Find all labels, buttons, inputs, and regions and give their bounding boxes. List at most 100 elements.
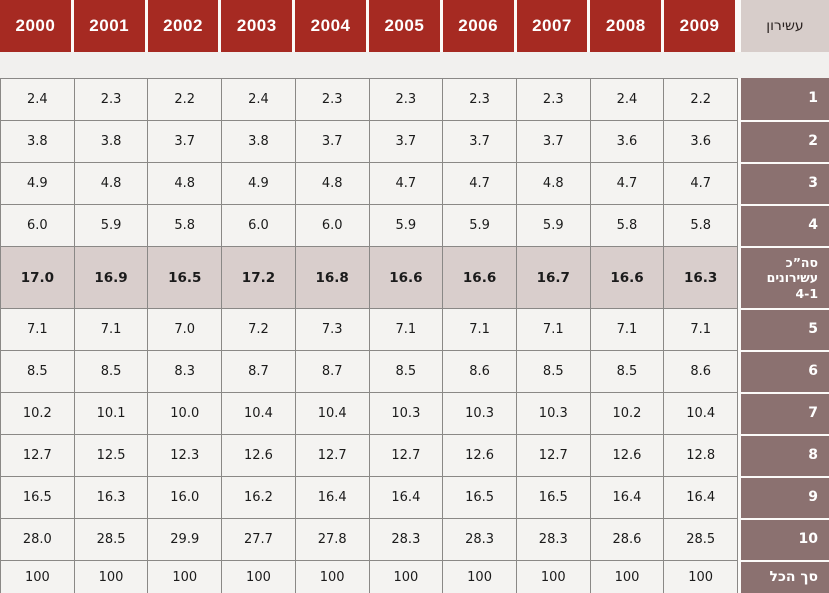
row-label: סך הכל [738, 560, 829, 593]
data-cell: 2.4 [0, 78, 74, 120]
data-cell: 4.8 [147, 162, 222, 204]
data-cell: 28.3 [368, 518, 443, 560]
data-cell: 100 [368, 560, 443, 593]
data-cell: 8.5 [368, 350, 443, 392]
data-cell: 3.8 [221, 120, 295, 162]
data-cell: 28.5 [73, 518, 148, 560]
data-cell: 2.3 [73, 78, 148, 120]
data-cell: 5.8 [663, 204, 739, 246]
data-cell: 3.8 [73, 120, 148, 162]
data-cell: 2.4 [589, 78, 664, 120]
data-cell: 4.9 [221, 162, 295, 204]
data-cell: 16.6 [442, 246, 516, 308]
data-cell: 5.9 [515, 204, 590, 246]
data-cell: 100 [221, 560, 295, 593]
data-cell: 12.7 [515, 434, 590, 476]
data-cell: 2.3 [368, 78, 443, 120]
data-cell: 6.0 [0, 204, 74, 246]
data-cell: 16.4 [589, 476, 664, 518]
data-cell: 2.3 [442, 78, 516, 120]
data-cell: 3.8 [0, 120, 74, 162]
data-cell: 4.9 [0, 162, 74, 204]
data-cell: 4.8 [73, 162, 148, 204]
data-cell: 100 [589, 560, 664, 593]
year-header-cell: 2000 [0, 0, 74, 52]
year-header-cell: 2006 [442, 0, 517, 52]
row-label: 1 [738, 78, 829, 120]
data-cell: 12.6 [442, 434, 516, 476]
data-cell: 3.7 [515, 120, 590, 162]
data-cell: 16.0 [147, 476, 222, 518]
data-cell: 8.5 [0, 350, 74, 392]
data-cell: 4.8 [515, 162, 590, 204]
data-cell: 10.4 [221, 392, 295, 434]
data-cell: 10.3 [368, 392, 443, 434]
data-cell: 12.5 [73, 434, 148, 476]
data-cell: 2.4 [221, 78, 295, 120]
data-cell: 16.6 [368, 246, 443, 308]
data-cell: 16.7 [515, 246, 590, 308]
data-cell: 16.5 [147, 246, 222, 308]
table-row: 4.9 4.8 4.8 4.9 4.8 4.7 4.7 4.8 4.7 4.7 3 [0, 162, 829, 204]
table-row: 12.7 12.5 12.3 12.6 12.7 12.7 12.6 12.7 12.6 12.8… [0, 434, 829, 476]
year-header-cell: 2008 [590, 0, 665, 52]
row-label: 7 [738, 392, 829, 434]
table-row: 17.0 16.9 16.5 17.2 16.8 16.6 16.6 16.7 16.6 16.3… [0, 246, 829, 308]
data-cell: 12.7 [294, 434, 369, 476]
data-cell: 16.5 [515, 476, 590, 518]
data-cell: 4.7 [589, 162, 664, 204]
data-cell: 4.8 [294, 162, 369, 204]
data-cell: 16.2 [221, 476, 295, 518]
data-cell: 6.0 [221, 204, 295, 246]
data-cell: 100 [515, 560, 590, 593]
row-label: 3 [738, 162, 829, 204]
data-cell: 16.4 [294, 476, 369, 518]
data-cell: 7.1 [442, 308, 516, 350]
decile-column-header: עשירון [737, 0, 829, 52]
data-cell: 7.3 [294, 308, 369, 350]
data-cell: 3.7 [147, 120, 222, 162]
data-cell: 7.1 [0, 308, 74, 350]
row-label: 4 [738, 204, 829, 246]
data-cell: 28.5 [663, 518, 739, 560]
data-cell: 2.3 [294, 78, 369, 120]
data-cell: 5.9 [442, 204, 516, 246]
row-label: 5 [738, 308, 829, 350]
data-cell: 10.0 [147, 392, 222, 434]
data-cell: 100 [73, 560, 148, 593]
table-row: 6.0 5.9 5.8 6.0 6.0 5.9 5.9 5.9 5.8 5.8 4 [0, 204, 829, 246]
data-cell: 17.2 [221, 246, 295, 308]
data-cell: 12.6 [589, 434, 664, 476]
data-cell: 16.4 [368, 476, 443, 518]
table-header-row: 2000 2001 2002 2003 2004 2005 2006 2007 2008 2009… [0, 0, 829, 52]
data-cell: 4.7 [368, 162, 443, 204]
row-label: סה”כ עשירונים 4-1 [738, 246, 829, 308]
data-cell: 10.1 [73, 392, 148, 434]
row-label: 10 [738, 518, 829, 560]
data-cell: 12.7 [0, 434, 74, 476]
data-cell: 8.3 [147, 350, 222, 392]
data-cell: 27.7 [221, 518, 295, 560]
data-cell: 28.3 [442, 518, 516, 560]
data-cell: 10.4 [294, 392, 369, 434]
data-cell: 3.6 [589, 120, 664, 162]
table-body: 2.4 2.3 2.2 2.4 2.3 2.3 2.3 2.3 2.4 2.2 1 3.8 3.8 3.7… [0, 78, 829, 593]
data-cell: 17.0 [0, 246, 74, 308]
data-cell: 16.5 [442, 476, 516, 518]
data-cell: 8.7 [221, 350, 295, 392]
row-label: 2 [738, 120, 829, 162]
table-row: 7.1 7.1 7.0 7.2 7.3 7.1 7.1 7.1 7.1 7.1 5 [0, 308, 829, 350]
data-cell: 2.2 [147, 78, 222, 120]
data-cell: 8.5 [589, 350, 664, 392]
year-header-cell: 2003 [221, 0, 296, 52]
data-cell: 8.6 [442, 350, 516, 392]
data-cell: 10.3 [442, 392, 516, 434]
row-label: 8 [738, 434, 829, 476]
data-cell: 8.7 [294, 350, 369, 392]
data-cell: 3.7 [294, 120, 369, 162]
data-cell: 100 [294, 560, 369, 593]
year-header-cell: 2001 [73, 0, 148, 52]
table-row: 16.5 16.3 16.0 16.2 16.4 16.4 16.5 16.5 16.4 16.4… [0, 476, 829, 518]
data-cell: 10.4 [663, 392, 739, 434]
data-cell: 2.3 [515, 78, 590, 120]
